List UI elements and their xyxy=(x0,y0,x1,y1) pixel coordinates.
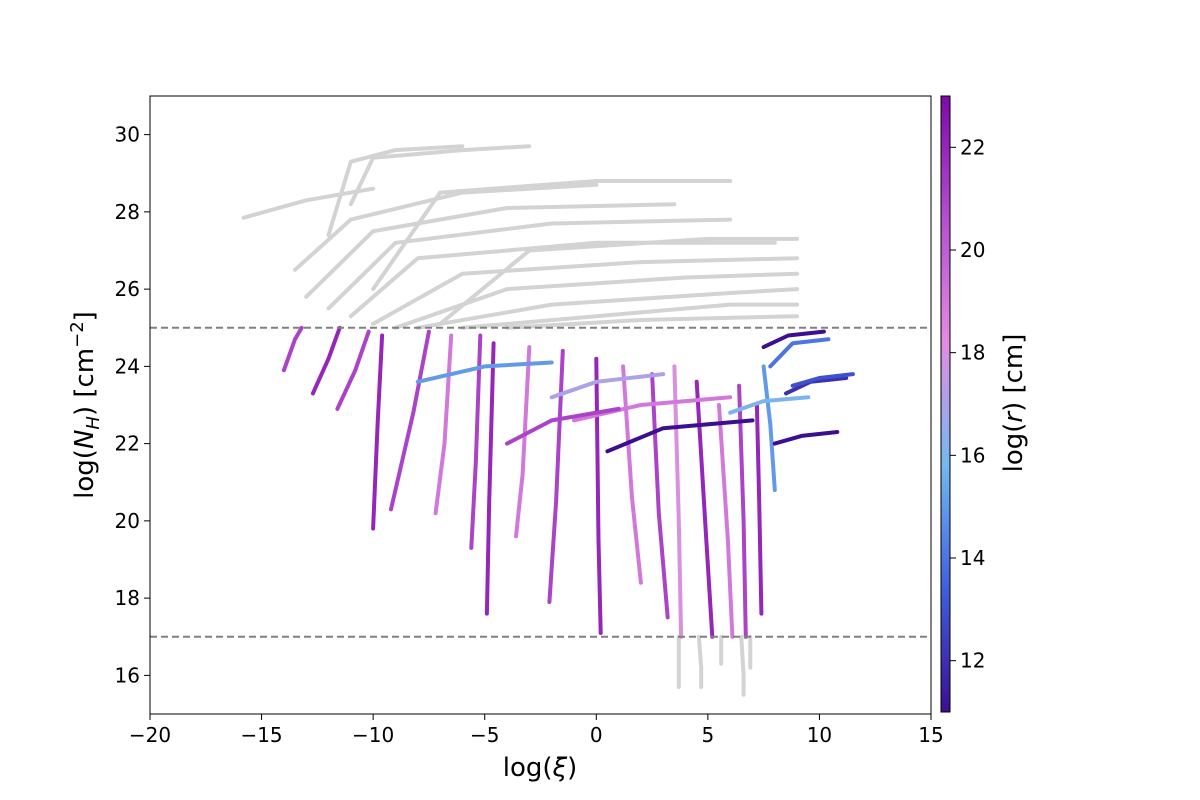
y-tick-label: 18 xyxy=(115,586,140,610)
colored-track-29 xyxy=(505,406,621,446)
colorbar-tick-label: 14 xyxy=(960,546,985,570)
colored-tracks xyxy=(281,325,855,639)
colored-track-9 xyxy=(547,348,565,604)
grey-track-2 xyxy=(348,144,532,207)
grey-track-5 xyxy=(326,217,733,311)
colored-track-17 xyxy=(754,403,764,616)
colored-track-24 xyxy=(728,395,811,415)
grey-track-0 xyxy=(241,186,376,220)
grey-track-10 xyxy=(460,302,800,330)
grey-track-11 xyxy=(505,314,800,330)
colored-track-3 xyxy=(371,333,385,531)
colored-track-2 xyxy=(335,329,371,411)
colored-track-8 xyxy=(514,345,532,539)
colorbar-label: log(r) [cm] xyxy=(999,334,1029,473)
colored-track-18 xyxy=(761,364,777,492)
y-tick-label: 28 xyxy=(115,200,140,224)
x-axis-ticks: −20 −15 −10 −5 0 5 10 15 xyxy=(129,714,944,747)
colored-track-22 xyxy=(772,430,840,446)
colorbar xyxy=(940,95,951,713)
colored-track-21 xyxy=(790,372,855,388)
colored-track-13 xyxy=(672,364,684,639)
grey-track-13 xyxy=(371,179,733,292)
grey-track-15 xyxy=(696,634,704,689)
y-tick-label: 26 xyxy=(115,277,140,301)
colored-track-25 xyxy=(549,372,666,400)
grey-track-3 xyxy=(293,182,599,272)
x-axis-label: log(ξ) xyxy=(503,753,577,783)
grey-track-12 xyxy=(438,236,800,326)
y-axis-label: log(NH) [cm−2] xyxy=(67,311,104,499)
x-tick-label: −5 xyxy=(470,723,499,747)
y-tick-label: 30 xyxy=(115,123,140,147)
grey-track-6 xyxy=(348,240,777,319)
reference-lines xyxy=(150,326,931,638)
x-tick-label: −20 xyxy=(129,723,171,747)
colored-track-0 xyxy=(281,325,304,373)
colored-track-6 xyxy=(469,333,483,550)
grey-tracks xyxy=(241,144,800,697)
colorbar-tick-label: 16 xyxy=(960,443,985,467)
colorbar-tick-label: 22 xyxy=(960,135,985,159)
plot-frame xyxy=(149,95,932,715)
x-tick-label: −10 xyxy=(352,723,394,747)
colorbar-tick-label: 12 xyxy=(960,649,985,673)
colored-track-27 xyxy=(572,395,733,423)
colored-track-7 xyxy=(484,341,496,616)
colored-track-12 xyxy=(650,372,670,620)
x-tick-label: 0 xyxy=(590,723,603,747)
colored-track-11 xyxy=(621,364,643,585)
colored-track-19 xyxy=(768,337,831,369)
colored-track-26 xyxy=(415,360,554,384)
grey-track-4 xyxy=(304,202,677,299)
colored-track-14 xyxy=(694,379,715,639)
y-tick-label: 16 xyxy=(115,663,140,687)
colored-track-23 xyxy=(761,329,826,350)
colorbar-ticks: 12 14 16 18 20 22 xyxy=(950,135,985,673)
x-tick-label: 15 xyxy=(918,723,943,747)
x-tick-label: −15 xyxy=(240,723,282,747)
y-tick-label: 22 xyxy=(115,432,140,456)
y-tick-label: 20 xyxy=(115,509,140,533)
colored-track-28 xyxy=(605,418,755,454)
colored-track-4 xyxy=(389,329,431,512)
colored-track-10 xyxy=(594,356,603,635)
colored-track-15 xyxy=(717,403,735,639)
x-tick-label: 10 xyxy=(807,723,832,747)
y-tick-label: 24 xyxy=(115,354,140,378)
grey-track-9 xyxy=(415,287,800,330)
colorbar-tick-label: 18 xyxy=(960,341,985,365)
y-axis-ticks: 16 18 20 22 24 26 28 30 xyxy=(115,123,150,687)
colored-track-16 xyxy=(737,383,748,639)
grey-track-17 xyxy=(739,634,746,697)
grey-track-8 xyxy=(393,271,800,330)
x-tick-label: 5 xyxy=(701,723,714,747)
colored-track-1 xyxy=(310,325,342,396)
grey-track-7 xyxy=(371,256,800,326)
colorbar-tick-label: 20 xyxy=(960,238,985,262)
colored-track-5 xyxy=(433,333,454,516)
